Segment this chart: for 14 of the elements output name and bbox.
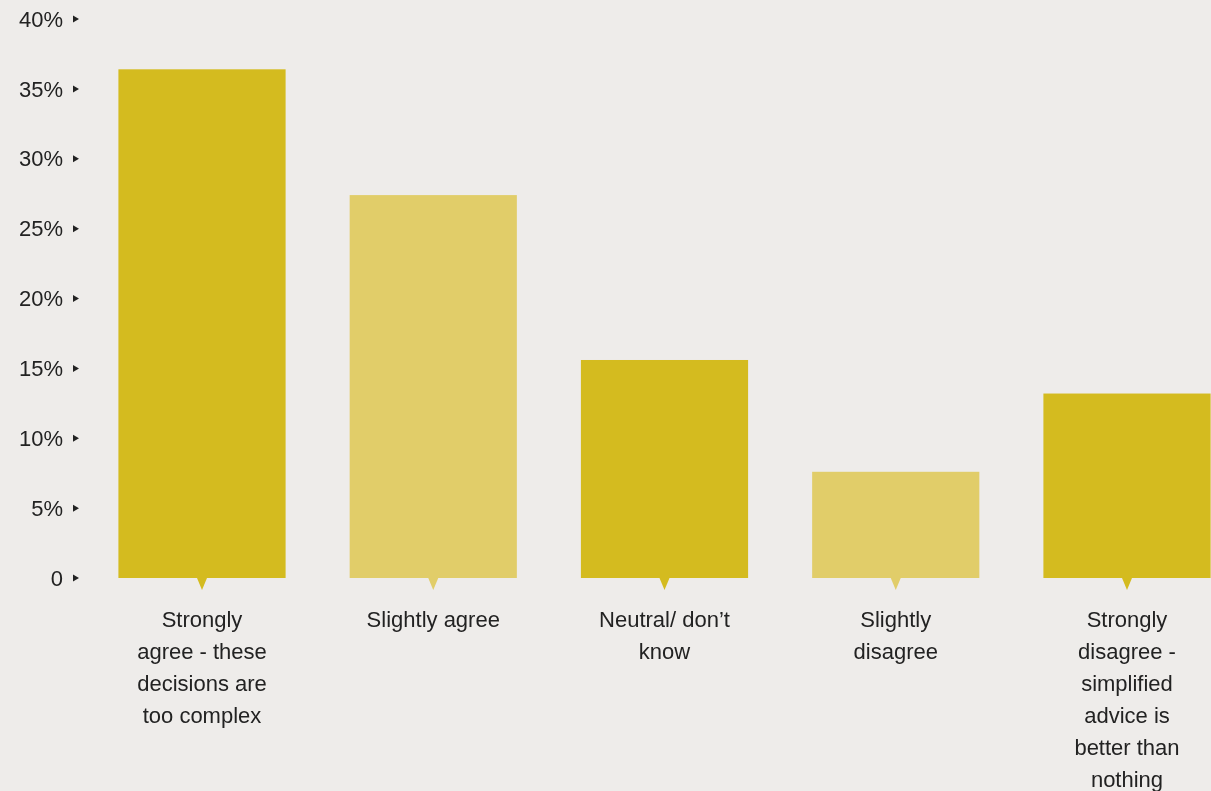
x-tick-label: Strongly disagree - simplified advice is better than nothing — [1074, 607, 1180, 791]
x-tick-label: Strongly agree - these decisions are too complex — [137, 607, 267, 728]
y-tick-label: 10% — [18, 425, 63, 451]
y-tick-label: 15% — [18, 356, 63, 382]
y-tick-label: 20% — [18, 286, 63, 312]
y-tick-label: 25% — [18, 216, 63, 242]
y-tick-label: 30% — [18, 146, 63, 172]
x-tick-label: Slightly disagree — [853, 607, 938, 664]
y-tick-label: 35% — [18, 76, 63, 102]
y-tick-label: 40% — [18, 6, 63, 32]
y-tick-label: 0 — [50, 565, 63, 591]
x-tick-label: Slightly agree — [366, 607, 500, 632]
y-tick-label: 5% — [31, 495, 63, 521]
x-tick-label: Neutral/ don’t know — [599, 607, 730, 664]
